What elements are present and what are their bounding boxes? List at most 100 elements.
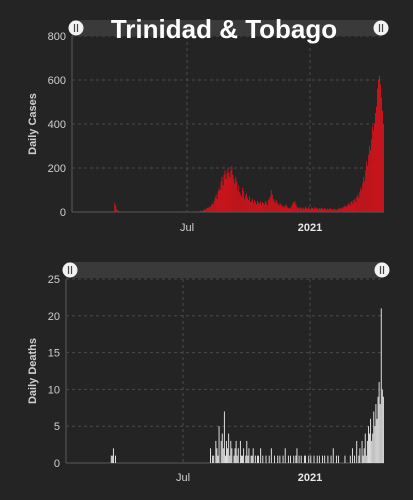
cases-bar xyxy=(272,198,274,212)
deaths-bar xyxy=(366,440,368,463)
cases-bar xyxy=(360,187,362,212)
cases-bar xyxy=(314,207,315,212)
deaths-range-slider[interactable] xyxy=(62,262,390,278)
cases-bar xyxy=(332,208,334,212)
cases-bar xyxy=(380,84,381,212)
deaths-bar xyxy=(313,455,315,463)
cases-range-slider[interactable] xyxy=(68,20,389,36)
cases-bar xyxy=(317,208,318,212)
deaths-bar xyxy=(277,455,279,463)
deaths-bar xyxy=(374,426,376,463)
deaths-slider-left-handle[interactable] xyxy=(62,262,78,278)
left-handle-knob-icon[interactable] xyxy=(62,262,78,278)
cases-bar xyxy=(244,198,246,212)
cases-bar xyxy=(325,209,327,212)
cases-bar xyxy=(330,209,332,212)
cases-bar xyxy=(382,110,383,212)
deaths-bar xyxy=(379,404,381,463)
deaths-bar xyxy=(363,448,365,463)
deaths-bar xyxy=(322,455,324,463)
deaths-slider-right-handle[interactable] xyxy=(374,262,390,278)
cases-bar xyxy=(303,207,305,212)
cases-bar xyxy=(319,208,320,212)
cases-bar xyxy=(215,194,217,212)
cases-bar xyxy=(358,197,360,212)
cases-bar xyxy=(118,210,120,212)
cases-bar xyxy=(222,185,224,212)
cases-bar xyxy=(359,192,361,212)
deaths-bar xyxy=(303,455,305,463)
cases-bar xyxy=(323,208,325,212)
x-tick-label: 2021 xyxy=(298,222,322,234)
deaths-bar xyxy=(110,455,112,463)
cases-slider-track[interactable] xyxy=(72,20,382,36)
left-handle-knob-icon[interactable] xyxy=(68,20,84,36)
deaths-bar xyxy=(221,433,223,463)
cases-bar xyxy=(225,179,227,212)
cases-bar xyxy=(366,161,368,212)
cases-bar xyxy=(383,124,384,212)
cases-bar xyxy=(315,208,316,212)
deaths-chart: 0 5 10 15 20 25 Jul 2021 Daily Deaths xyxy=(27,274,384,484)
cases-bar xyxy=(339,208,341,212)
deaths-bar xyxy=(228,433,230,463)
cases-slider-left-handle[interactable] xyxy=(68,20,84,36)
cases-bar xyxy=(287,207,289,212)
deaths-bar xyxy=(270,448,272,463)
deaths-bar xyxy=(351,448,353,463)
cases-bar xyxy=(304,208,306,212)
deaths-bar xyxy=(252,448,254,463)
cases-bar xyxy=(245,195,247,212)
cases-bar xyxy=(346,205,348,212)
deaths-bar xyxy=(220,440,222,463)
cases-bar xyxy=(335,209,337,212)
cases-bar xyxy=(345,207,347,212)
deaths-bar xyxy=(375,404,377,463)
deaths-bar xyxy=(247,455,249,463)
cases-bar xyxy=(278,205,280,212)
cases-bar xyxy=(236,181,238,212)
cases-bar xyxy=(261,202,263,212)
deaths-bar xyxy=(229,455,231,463)
right-handle-knob-icon[interactable] xyxy=(374,262,390,278)
cases-slider-right-handle[interactable] xyxy=(373,20,389,36)
cases-bar xyxy=(338,208,340,212)
cases-bar xyxy=(294,201,296,212)
y-tick-label: 15 xyxy=(48,348,60,360)
deaths-bar xyxy=(300,455,302,463)
deaths-bar xyxy=(233,455,235,463)
deaths-bar xyxy=(335,455,337,463)
cases-bar xyxy=(329,208,331,212)
cases-bar xyxy=(232,174,234,212)
deaths-bar xyxy=(235,440,237,463)
cases-bar xyxy=(228,172,230,212)
cases-bar xyxy=(376,106,377,212)
deaths-bar xyxy=(372,433,374,463)
deaths-bar xyxy=(226,440,227,463)
right-handle-knob-icon[interactable] xyxy=(373,20,389,36)
cases-bar xyxy=(219,190,221,212)
deaths-bar xyxy=(327,455,329,463)
cases-bar xyxy=(247,197,249,212)
cases-bar xyxy=(351,201,353,212)
x-tick-label: 2021 xyxy=(298,472,322,484)
cases-bar xyxy=(227,168,229,212)
cases-bar xyxy=(300,207,302,212)
cases-bar xyxy=(322,209,324,212)
cases-bar xyxy=(308,207,310,212)
deaths-slider-track[interactable] xyxy=(66,262,384,278)
cases-bar xyxy=(372,126,374,212)
deaths-bar xyxy=(330,455,332,463)
deaths-bar xyxy=(369,433,370,463)
cases-bar xyxy=(340,207,342,212)
deaths-y-axis-label: Daily Deaths xyxy=(27,338,39,404)
cases-bar xyxy=(246,193,248,212)
cases-bar xyxy=(265,202,267,212)
cases-bar xyxy=(258,202,259,212)
deaths-bar xyxy=(268,455,270,463)
cases-bar xyxy=(293,202,295,212)
cases-bar xyxy=(212,204,214,212)
y-tick-label: 0 xyxy=(54,458,60,470)
deaths-bars xyxy=(110,308,384,463)
cases-bar xyxy=(349,205,351,212)
